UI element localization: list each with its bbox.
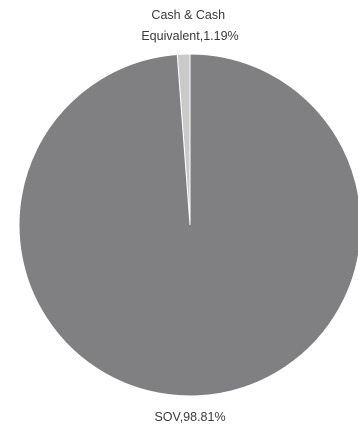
pie-labels: Cash & Cash Equivalent,1.19% SOV,98.81% — [141, 8, 238, 424]
slice-label-cash-line2: Equivalent,1.19% — [141, 29, 238, 43]
slice-label-cash: Cash & Cash Equivalent,1.19% — [141, 8, 238, 43]
slice-label-sov: SOV,98.81% — [154, 410, 225, 424]
pie-slices — [18, 53, 358, 397]
slice-label-sov-line1: SOV,98.81% — [154, 410, 225, 424]
slice-label-cash-line1: Cash & Cash — [151, 8, 225, 22]
pie-slice-sov — [18, 53, 358, 397]
